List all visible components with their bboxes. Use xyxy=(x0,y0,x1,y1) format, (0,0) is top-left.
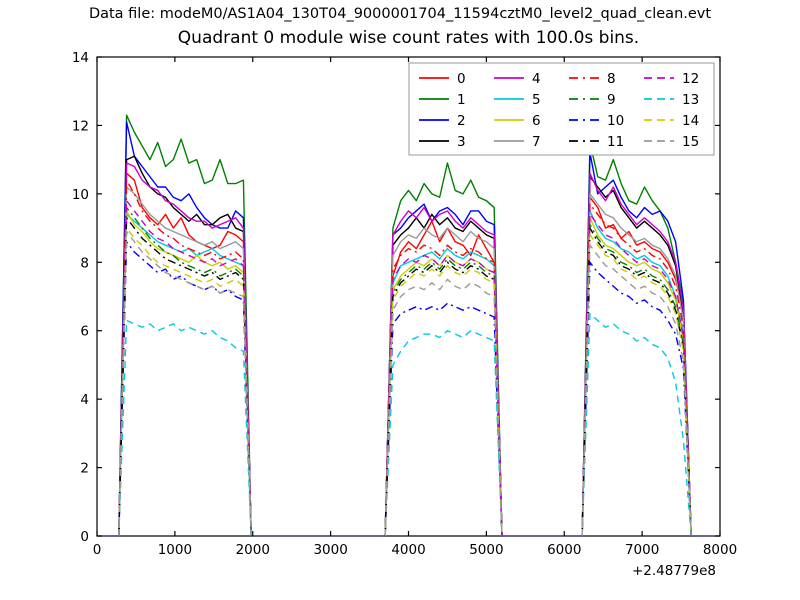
legend-label-15: 15 xyxy=(682,134,699,150)
legend-label-13: 13 xyxy=(682,92,699,108)
x-tick-label: 4000 xyxy=(391,542,425,558)
series-line-4 xyxy=(581,172,692,537)
y-tick-label: 4 xyxy=(80,392,89,408)
x-tick-label: 0 xyxy=(93,542,102,558)
x-tick-label: 2000 xyxy=(236,542,270,558)
y-tick-label: 14 xyxy=(72,50,89,66)
series-line-2 xyxy=(384,203,503,537)
series-line-5 xyxy=(581,210,692,537)
x-tick-label: 7000 xyxy=(625,542,659,558)
series-line-4 xyxy=(384,206,503,537)
legend-label-0: 0 xyxy=(457,71,466,87)
series-line-5 xyxy=(384,247,503,537)
series-line-15 xyxy=(384,278,503,537)
y-tick-label: 12 xyxy=(72,118,89,134)
series-line-9 xyxy=(384,258,503,537)
series-line-0 xyxy=(581,196,692,537)
series-line-5 xyxy=(118,213,252,537)
series-line-10 xyxy=(581,261,692,537)
data-file-caption: Data file: modeM0/AS1A04_130T04_90000017… xyxy=(88,6,712,22)
series-line-11 xyxy=(581,227,692,537)
series-line-8 xyxy=(581,203,692,537)
series-line-7 xyxy=(118,186,252,537)
series-line-3 xyxy=(118,155,252,537)
series-line-13 xyxy=(384,330,503,537)
x-tick-label: 8000 xyxy=(703,542,737,558)
series-line-7 xyxy=(581,193,692,537)
legend-label-14: 14 xyxy=(682,113,699,129)
series-line-8 xyxy=(384,244,503,537)
series-line-13 xyxy=(581,312,692,537)
series-line-6 xyxy=(118,210,252,537)
x-axis-ticks: 0 1000 2000 3000 4000 5000 6000 7000 8000 xyxy=(93,57,737,558)
series-line-1 xyxy=(384,162,503,537)
series-line-3 xyxy=(384,213,503,537)
series-line-15 xyxy=(118,230,252,537)
series-line-14 xyxy=(384,265,503,537)
series-line-10 xyxy=(384,302,503,537)
series-line-12 xyxy=(581,213,692,537)
series-line-9 xyxy=(581,223,692,537)
series-line-12 xyxy=(384,254,503,537)
series-line-7 xyxy=(384,227,503,537)
series-line-6 xyxy=(581,217,692,537)
series-line-13 xyxy=(118,319,252,537)
x-axis-offset-label: +2.48779e8 xyxy=(632,563,716,579)
legend-label-9: 9 xyxy=(607,92,616,108)
y-tick-label: 6 xyxy=(80,324,89,340)
x-tick-label: 1000 xyxy=(158,542,192,558)
series-line-10 xyxy=(118,241,252,537)
x-tick-label: 6000 xyxy=(547,542,581,558)
y-tick-label: 0 xyxy=(80,529,89,545)
y-tick-label: 2 xyxy=(80,461,89,477)
page-title: Quadrant 0 module wise count rates with … xyxy=(177,28,640,48)
legend-label-2: 2 xyxy=(457,113,466,129)
legend-label-1: 1 xyxy=(457,92,466,108)
series-line-3 xyxy=(581,176,692,537)
x-tick-label: 3000 xyxy=(313,542,347,558)
legend-label-8: 8 xyxy=(607,71,616,87)
legend-label-11: 11 xyxy=(607,134,624,150)
y-tick-label: 10 xyxy=(72,187,89,203)
series-line-2 xyxy=(118,121,252,537)
legend-label-7: 7 xyxy=(532,134,541,150)
legend-label-5: 5 xyxy=(532,92,541,108)
legend-label-12: 12 xyxy=(682,71,699,87)
legend-label-4: 4 xyxy=(532,71,541,87)
series-line-11 xyxy=(384,261,503,537)
series-line-1 xyxy=(118,114,252,537)
data-series-group xyxy=(97,114,720,537)
x-tick-label: 5000 xyxy=(469,542,503,558)
series-line-14 xyxy=(581,234,692,537)
legend-label-6: 6 xyxy=(532,113,541,129)
legend-label-3: 3 xyxy=(457,134,466,150)
y-tick-label: 8 xyxy=(80,255,89,271)
series-line-1 xyxy=(581,141,692,537)
series-line-15 xyxy=(581,244,692,537)
series-line-14 xyxy=(118,227,252,537)
legend-label-10: 10 xyxy=(607,113,624,129)
series-line-0 xyxy=(384,220,503,537)
series-line-4 xyxy=(118,162,252,537)
series-line-11 xyxy=(118,217,252,537)
